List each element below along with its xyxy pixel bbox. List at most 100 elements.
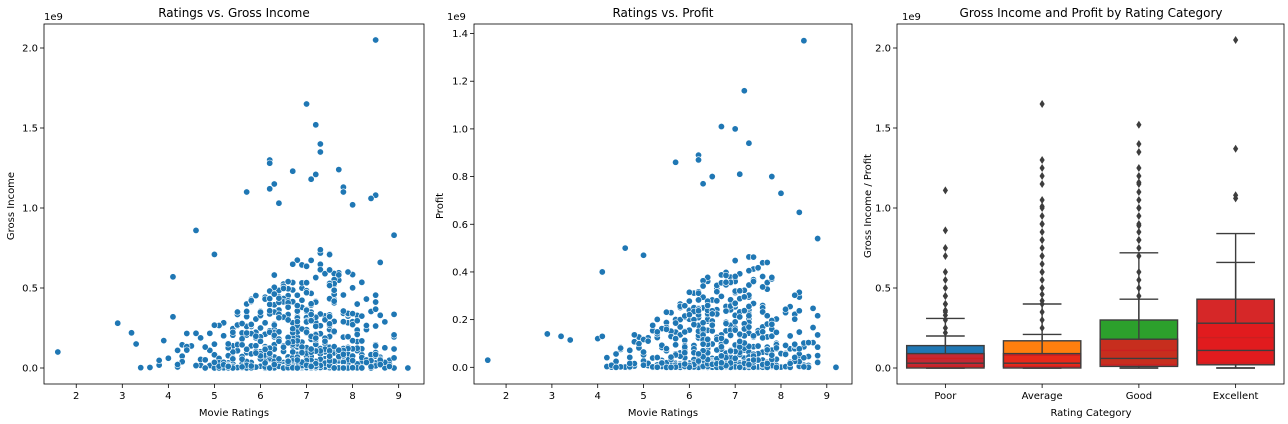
data-point [293,318,301,326]
data-point [543,330,551,338]
data-point [381,344,389,352]
data-point [261,319,269,327]
data-point [745,281,753,289]
data-point [759,272,767,280]
flier [1039,202,1045,211]
box-good [1099,178,1179,369]
data-point [704,301,712,309]
data-point [727,347,735,355]
data-point [316,148,324,156]
chart-title: Ratings vs. Profit [612,6,713,20]
flier [1233,36,1239,44]
data-point [695,307,703,315]
data-point [243,345,251,353]
flier [942,300,948,308]
data-point [289,260,297,268]
data-point [644,337,652,345]
x-tick-label: 5 [640,391,646,402]
x-tick-label: 8 [778,391,784,402]
data-point [137,364,145,372]
data-point [362,358,370,366]
data-point [247,320,255,328]
data-point [316,266,324,274]
data-point [759,328,767,336]
panel-ratings-vs-gross: Ratings vs. Gross Income 1e9 Movie Ratin… [6,6,425,419]
data-point [749,277,757,285]
data-point [768,173,776,181]
box-iqr [1196,322,1276,366]
flier [1136,178,1142,187]
data-point [390,310,398,318]
flier [942,308,948,316]
data-point [804,339,812,347]
data-point [800,37,808,45]
data-point [284,278,292,286]
data-point [717,292,725,300]
data-point [708,310,716,318]
data-point [330,286,338,294]
data-point [759,308,767,316]
data-point [174,361,182,369]
data-point [275,328,283,336]
x-tick-label: 9 [824,391,830,402]
flier [1039,172,1045,180]
data-point [791,291,799,299]
flier [1136,276,1142,284]
flier [1039,300,1045,308]
x-tick-label: 7 [732,391,738,402]
x-axis-label: Rating Category [1050,408,1131,419]
data-point [229,328,237,336]
data-point [266,364,274,372]
x-tick-label: 7 [303,391,309,402]
data-point [731,257,739,265]
data-point [598,268,606,276]
data-point [809,324,817,332]
panel-ratings-vs-profit: Ratings vs. Profit 1e9 Movie Ratings Pro… [435,6,853,419]
data-point [740,307,748,315]
data-point [362,295,370,303]
data-point [201,343,209,351]
box-iqr [1002,352,1082,369]
data-point [736,363,744,371]
data-point [740,87,748,95]
data-point [795,208,803,216]
y-tick-label: 1.0 [875,204,891,215]
data-point [667,363,675,371]
flier [942,186,948,195]
data-point [210,340,218,348]
y-tick-label: 0.6 [452,220,468,231]
data-point [367,194,375,202]
data-point [266,159,274,167]
data-point [174,346,182,354]
data-point [284,303,292,311]
data-point [681,302,689,310]
x-axis-label: Movie Ratings [199,408,269,419]
y-tick-label: 0.5 [875,284,891,295]
panel-rating-category-box: Gross Income and Profit by Rating Catego… [863,6,1285,419]
data-point [316,246,324,254]
data-point [809,304,817,312]
flier [1039,244,1045,252]
flier [1136,292,1142,300]
data-point [626,346,634,354]
flier [1039,228,1045,236]
data-point [390,231,398,239]
data-point [598,332,606,340]
chart-title: Ratings vs. Gross Income [158,6,310,20]
y-tick-label: 0.0 [452,363,468,374]
data-point [298,349,306,357]
x-tick-label: 3 [119,391,125,402]
data-point [233,308,241,316]
data-point [293,364,301,372]
data-point [695,156,703,164]
data-point [791,353,799,361]
data-point [210,250,218,258]
data-point [353,330,361,338]
y-tick-label: 1.5 [875,124,891,135]
x-tick-label: 8 [349,391,355,402]
data-point [381,318,389,326]
data-point [289,167,297,175]
data-point [800,363,808,371]
data-point [243,188,251,196]
x-tick-label: 4 [595,391,601,402]
